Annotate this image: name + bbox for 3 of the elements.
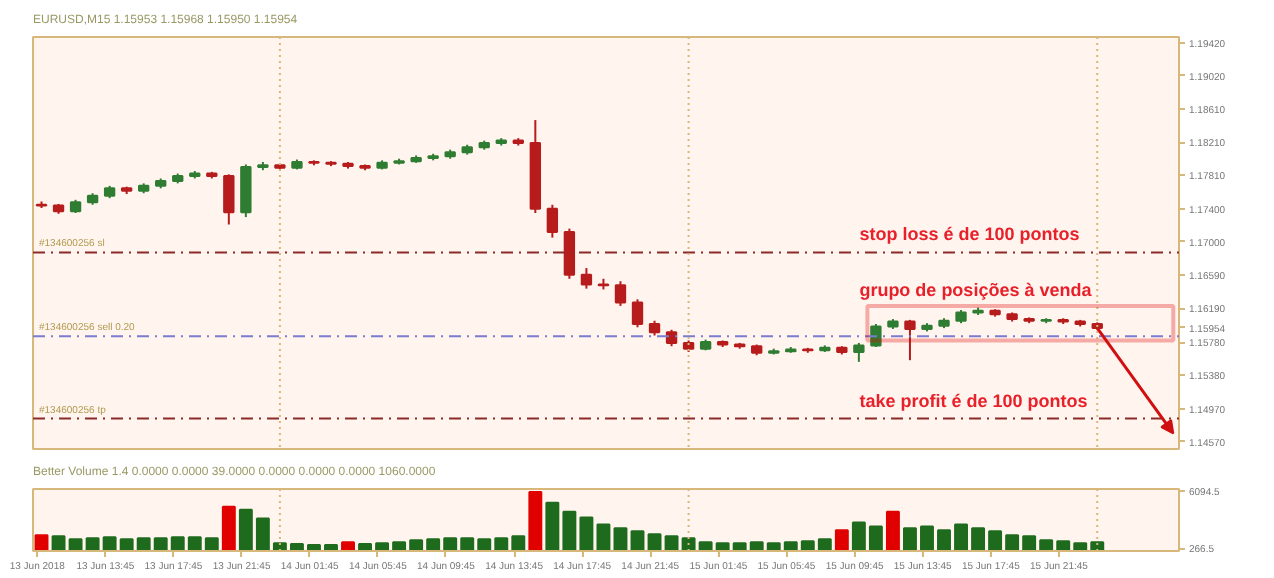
annotation: grupo de posições à venda — [859, 279, 1094, 300]
annotation: take profit é de 100 pontos — [859, 390, 1088, 411]
annotation: stop loss é de 100 pontos — [859, 224, 1080, 245]
